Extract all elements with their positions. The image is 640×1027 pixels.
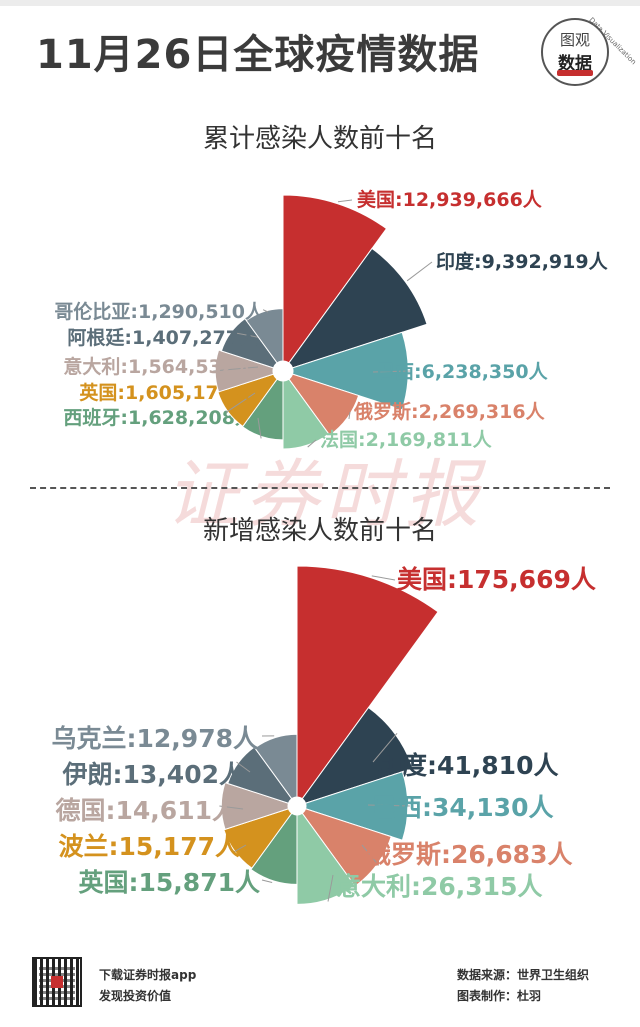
slice-label-8: 阿根廷:1,407,277人: [67, 326, 259, 349]
slice-label-1: 印度:9,392,919人: [436, 250, 609, 273]
leader-line-4: [307, 439, 317, 448]
leader-line-4: [327, 874, 334, 902]
header: 11月26日全球疫情数据 图观 数据 Data Visualization: [0, 0, 640, 100]
leader-line-0: [337, 199, 353, 203]
slice-label-2: 巴西:6,238,350人: [376, 361, 549, 383]
slice-label-2: 巴西:34,130人: [372, 793, 553, 822]
slice-label-8: 伊朗:13,402人: [62, 760, 244, 789]
leader-line-2: [372, 370, 411, 373]
leader-line-0: [371, 575, 396, 581]
data-source-text: 数据来源：世界卫生组织: [457, 968, 590, 982]
chart2-title: 新增感染人数前十名: [202, 516, 437, 546]
slice-label-3: 俄罗斯:2,269,316人: [353, 400, 546, 423]
slice-label-6: 英国:1,605,176人: [79, 381, 252, 404]
leader-line-2: [367, 804, 410, 807]
qr-code[interactable]: [32, 957, 82, 1007]
slice-label-5: 西班牙:1,628,208人: [63, 406, 255, 429]
leader-line-5: [261, 879, 273, 883]
leader-line-3: [361, 844, 380, 866]
leader-line-3: [348, 411, 351, 419]
leader-line-1: [372, 732, 398, 763]
leader-line-8: [228, 331, 263, 339]
rose-center: [288, 797, 306, 815]
slice-label-7: 意大利:1,564,532人: [63, 355, 255, 378]
chart2-rose: 美国:175,669人印度:41,810人巴西:34,130人俄罗斯:26,68…: [52, 565, 596, 905]
leader-line-9: [262, 309, 269, 313]
rose-center: [273, 361, 293, 381]
author-text: 图表制作：杜羽: [457, 989, 542, 1003]
slice-label-7: 德国:14,611人: [56, 796, 237, 825]
leader-line-7: [213, 366, 259, 372]
slice-label-4: 法国:2,169,811人: [320, 428, 493, 451]
footer: [0, 950, 640, 1027]
page-title: 11月26日全球疫情数据: [36, 32, 480, 78]
slice-label-3: 俄罗斯:26,683人: [365, 840, 572, 869]
logo-top-text: 图观: [559, 31, 590, 49]
slice-label-0: 美国:175,669人: [397, 565, 596, 594]
slice-label-4: 意大利:26,315人: [336, 872, 542, 901]
chart1-title: 累计感染人数前十名: [202, 124, 437, 154]
slice-label-9: 乌克兰:12,978人: [52, 724, 258, 753]
chart1-rose: 美国:12,939,666人印度:9,392,919人巴西:6,238,350人…: [54, 188, 609, 451]
brand-logo: 图观 数据 Data Visualization: [541, 16, 638, 86]
leader-line-6: [232, 844, 247, 853]
leader-line-5: [257, 417, 262, 439]
header-bar: [0, 0, 640, 6]
slice-label-1: 印度:41,810人: [377, 751, 558, 780]
slice-label-0: 美国:12,939,666人: [357, 188, 543, 211]
rose-slice-2: [304, 771, 409, 841]
leader-line-7: [219, 805, 244, 810]
slice-label-6: 波兰:15,177人: [59, 832, 240, 861]
slice-label-5: 英国:15,871人: [79, 868, 260, 897]
app-slogan-text: 发现投资价值: [99, 989, 172, 1003]
leader-line-6: [225, 392, 256, 413]
logo-red-bar: [557, 70, 593, 76]
app-download-text: 下载证券时报app: [99, 968, 197, 982]
slice-label-9: 哥伦比亚:1,290,510人: [54, 300, 265, 323]
leader-line-1: [406, 261, 433, 282]
section-divider: [30, 487, 610, 489]
leader-line-8: [236, 761, 251, 773]
watermark: 证券时报: [165, 452, 485, 538]
logo-mid-text: 数据: [558, 54, 592, 74]
rose-slice-3: [301, 808, 392, 887]
